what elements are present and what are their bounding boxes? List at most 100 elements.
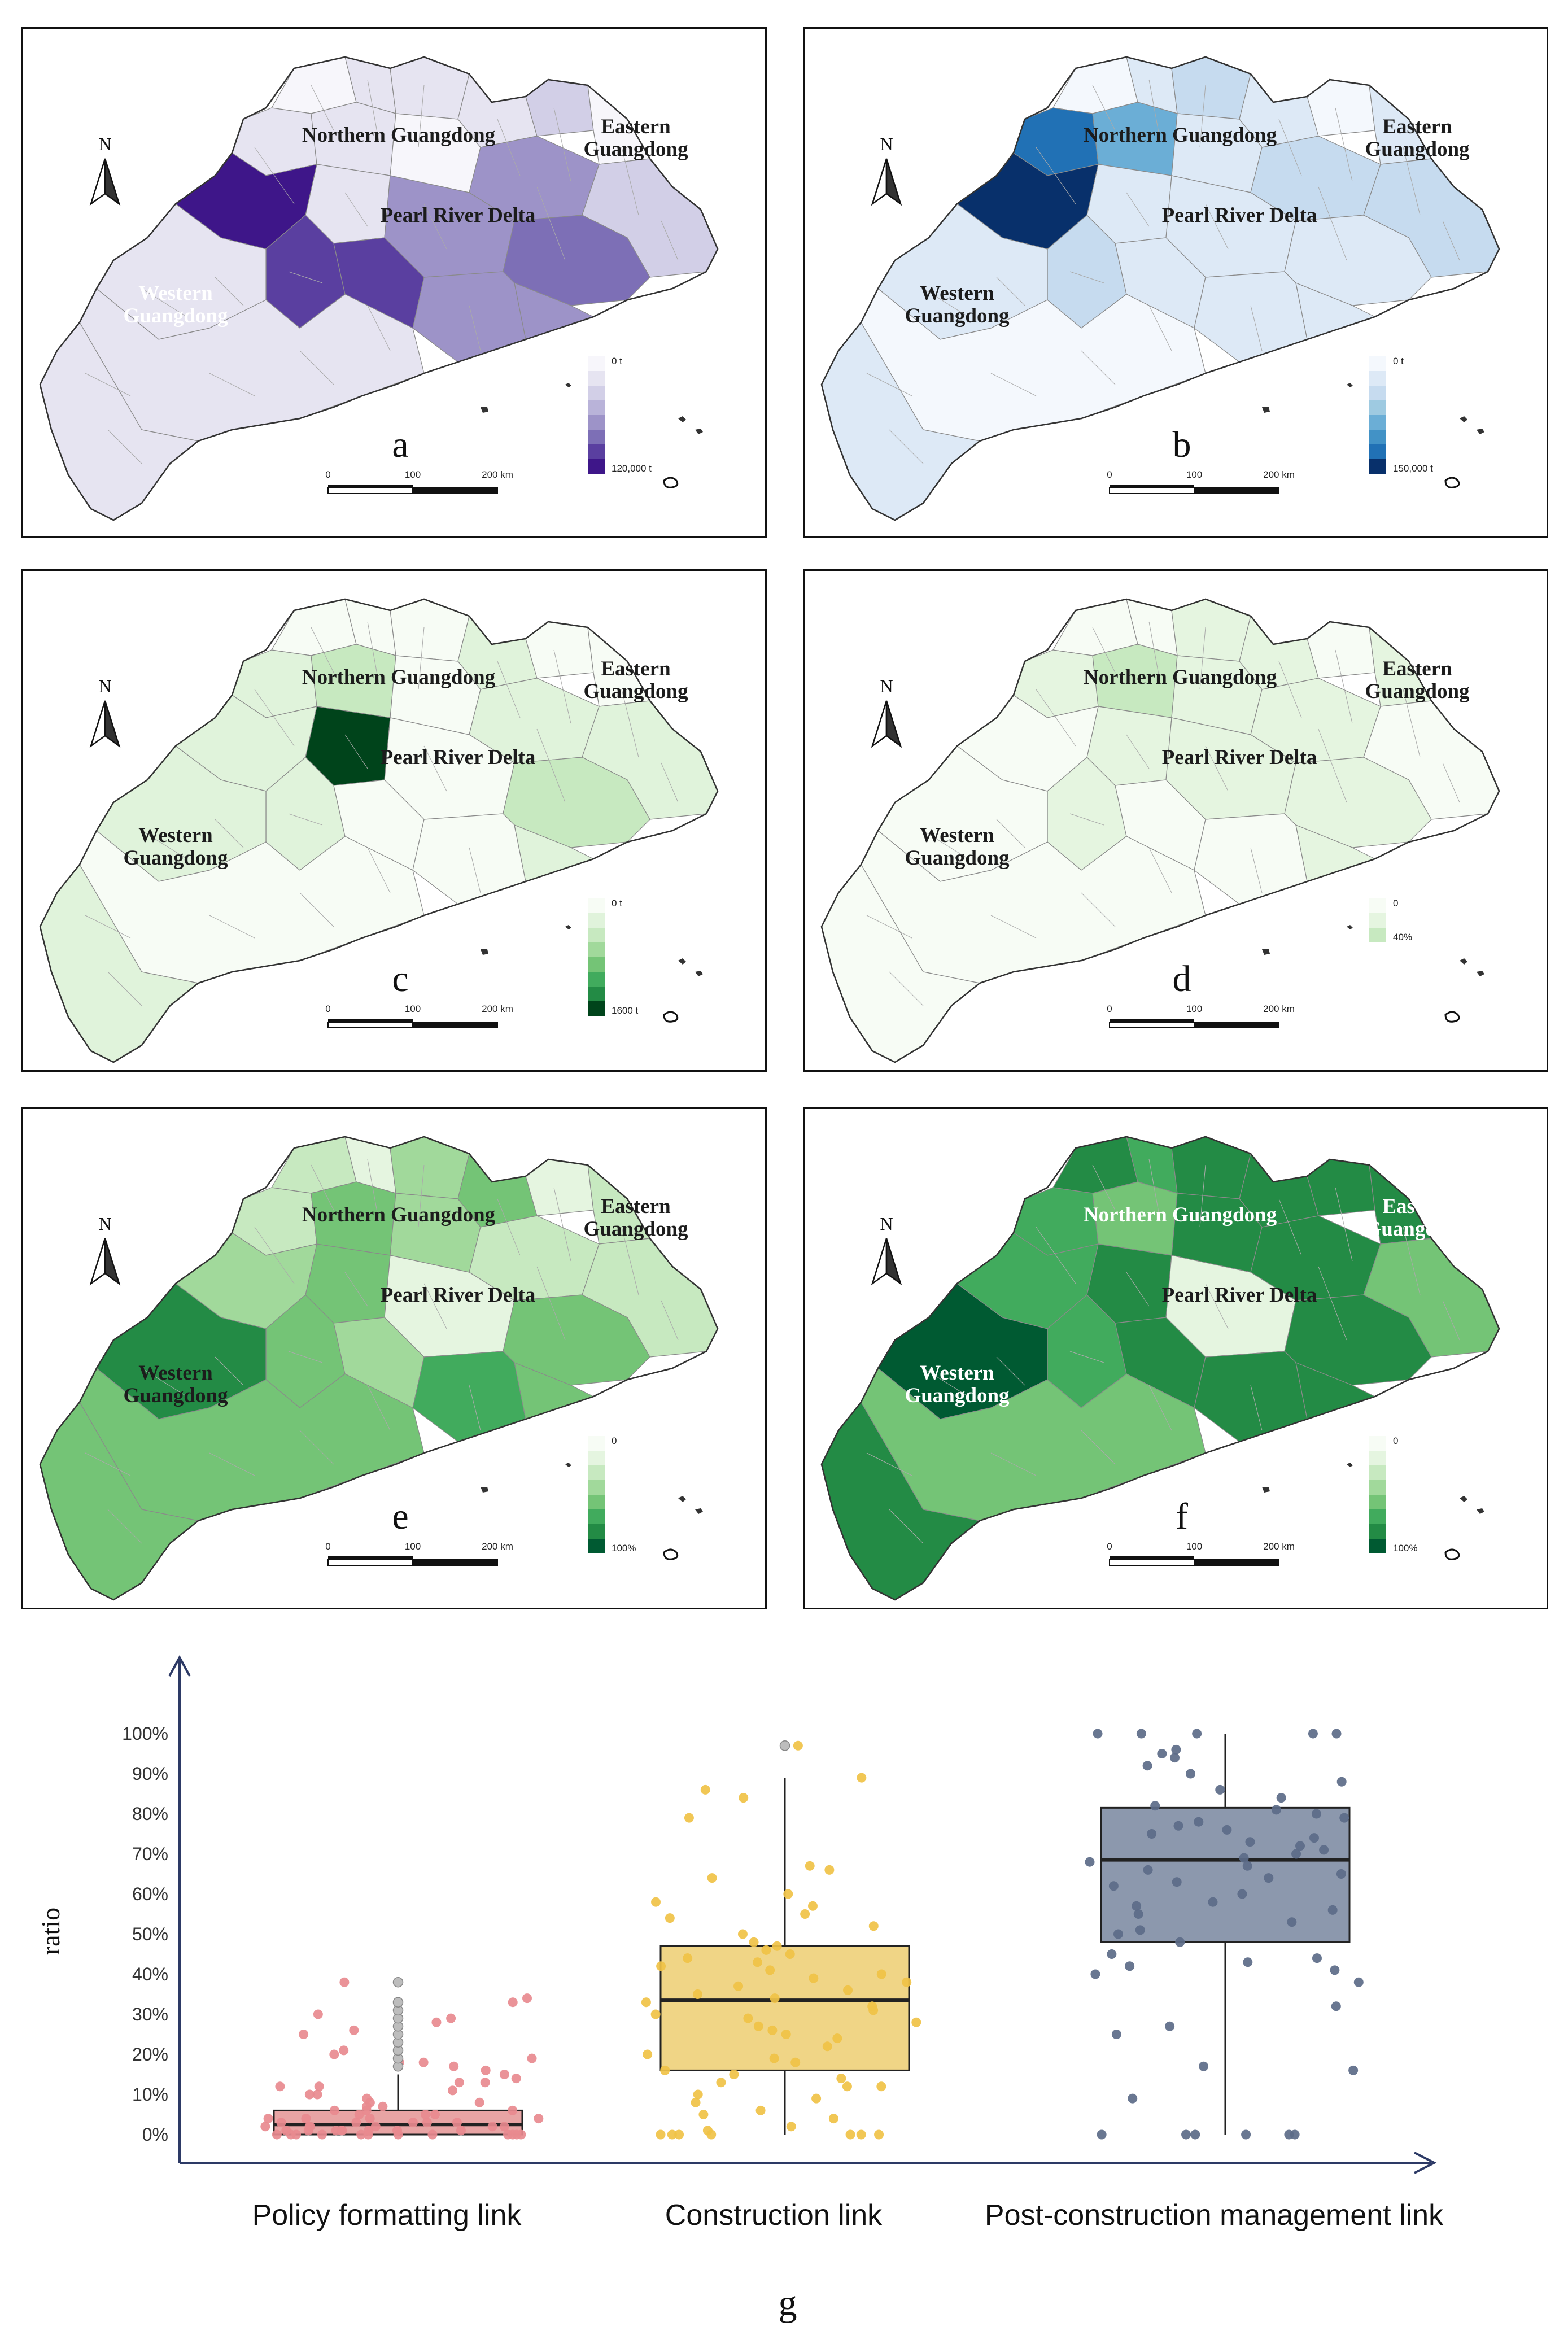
region-label: Pearl River Delta <box>381 204 536 227</box>
data-point <box>1271 1805 1281 1815</box>
data-point <box>785 1949 795 1959</box>
region-label: Eastern <box>1382 1195 1452 1218</box>
map-panel-b: Northern Guangdong Eastern Guangdong Pearl … <box>803 27 1548 538</box>
data-point <box>1284 2129 1294 2140</box>
legend-swatch <box>1369 1509 1386 1524</box>
data-point <box>301 2114 311 2124</box>
data-point <box>364 2126 374 2136</box>
data-point <box>354 2110 364 2119</box>
data-point <box>272 2129 282 2140</box>
data-point <box>772 1941 782 1951</box>
island <box>1460 1496 1467 1502</box>
island <box>481 949 488 955</box>
y-tick-label: 30% <box>132 2004 168 2024</box>
legend-swatch <box>1369 356 1386 371</box>
map-svg: Northern Guangdong EasternGuangdongPearl … <box>820 1136 1500 1601</box>
county-region <box>1052 56 1138 114</box>
data-point <box>1309 1833 1319 1843</box>
data-point <box>707 1873 717 1883</box>
data-point <box>480 2078 490 2088</box>
data-point <box>769 2053 779 2063</box>
island <box>1477 429 1484 434</box>
data-point <box>1339 1813 1349 1823</box>
y-tick-label: 60% <box>132 1884 168 1904</box>
data-point <box>700 1784 710 1795</box>
island <box>695 429 703 434</box>
island <box>481 1487 488 1493</box>
data-point <box>304 2089 315 2100</box>
data-point <box>1136 1729 1146 1739</box>
data-point <box>1190 2129 1200 2140</box>
data-point <box>454 2078 464 2088</box>
county-region <box>271 599 357 656</box>
legend-swatch <box>1369 928 1386 942</box>
legend-max-label: 40% <box>1393 932 1412 942</box>
scale-label: 200 km <box>482 1003 513 1014</box>
data-point <box>511 2074 521 2084</box>
data-point <box>508 2105 518 2115</box>
legend-swatch <box>1369 1465 1386 1480</box>
county-region <box>390 1136 470 1199</box>
island <box>565 925 571 929</box>
panel-letter: a <box>392 424 408 465</box>
region-label: Pearl River Delta <box>381 1284 536 1307</box>
legend-swatch <box>588 1524 605 1539</box>
legend-swatch <box>588 371 605 386</box>
legend-swatch <box>588 913 605 928</box>
data-point <box>329 2105 339 2115</box>
region-label: Guangdong <box>1365 138 1470 161</box>
data-point <box>522 1993 532 2004</box>
scale-bar: 0 100 200 km <box>1107 1541 1295 1566</box>
region-label: Western <box>138 824 213 847</box>
data-point <box>1085 1857 1095 1867</box>
district-boundary <box>141 1351 481 1431</box>
data-point <box>351 2118 361 2128</box>
data-point <box>765 1965 775 1975</box>
district-boundary <box>866 1430 1116 1544</box>
data-point <box>857 1773 867 1783</box>
data-point <box>1276 1793 1286 1803</box>
region-label: Guangdong <box>583 138 688 161</box>
y-tick-label: 90% <box>132 1764 168 1784</box>
island <box>1262 1487 1270 1493</box>
region-label: Western <box>920 1361 994 1385</box>
data-point <box>339 1977 350 1987</box>
district-boundary <box>866 892 1116 1006</box>
data-point <box>1165 2021 1175 2031</box>
county-region <box>1052 599 1138 656</box>
island <box>695 971 703 976</box>
north-arrow-icon: N <box>89 134 121 206</box>
region-label: Guangdong <box>1365 1217 1470 1241</box>
legend-swatch <box>1369 1451 1386 1465</box>
map-panel-c: Northern Guangdong Eastern Guangdong Pearl … <box>21 569 767 1072</box>
scale-label: 0 <box>1107 1541 1112 1552</box>
district-boundary <box>923 1351 1263 1431</box>
data-point <box>761 1945 771 1955</box>
map-panel-d: Northern Guangdong Eastern Guangdong Pearl … <box>803 569 1548 1072</box>
district-boundary <box>141 813 481 893</box>
data-point <box>449 2061 459 2071</box>
island <box>1347 925 1353 929</box>
data-point <box>263 2114 273 2124</box>
data-point <box>783 1889 793 1899</box>
island <box>1347 383 1353 387</box>
data-point <box>755 2105 766 2115</box>
data-point <box>1113 1929 1123 1939</box>
island <box>1460 958 1467 965</box>
district-boundary <box>923 813 1263 893</box>
data-point <box>693 2089 703 2100</box>
legend: 0 100% <box>1369 1435 1417 1553</box>
data-point <box>1237 1889 1247 1899</box>
data-point <box>737 1929 748 1939</box>
data-point <box>508 1997 518 2008</box>
district-boundary <box>1036 147 1460 261</box>
county-region <box>390 56 470 120</box>
region-label: Pearl River Delta <box>1162 204 1317 227</box>
data-point <box>1175 1937 1185 1947</box>
data-point <box>1135 1925 1145 1935</box>
data-point <box>1291 1849 1301 1859</box>
province-border <box>39 1136 719 1601</box>
north-label: N <box>98 134 111 154</box>
data-point <box>446 2013 456 2023</box>
district-boundary <box>311 621 639 758</box>
